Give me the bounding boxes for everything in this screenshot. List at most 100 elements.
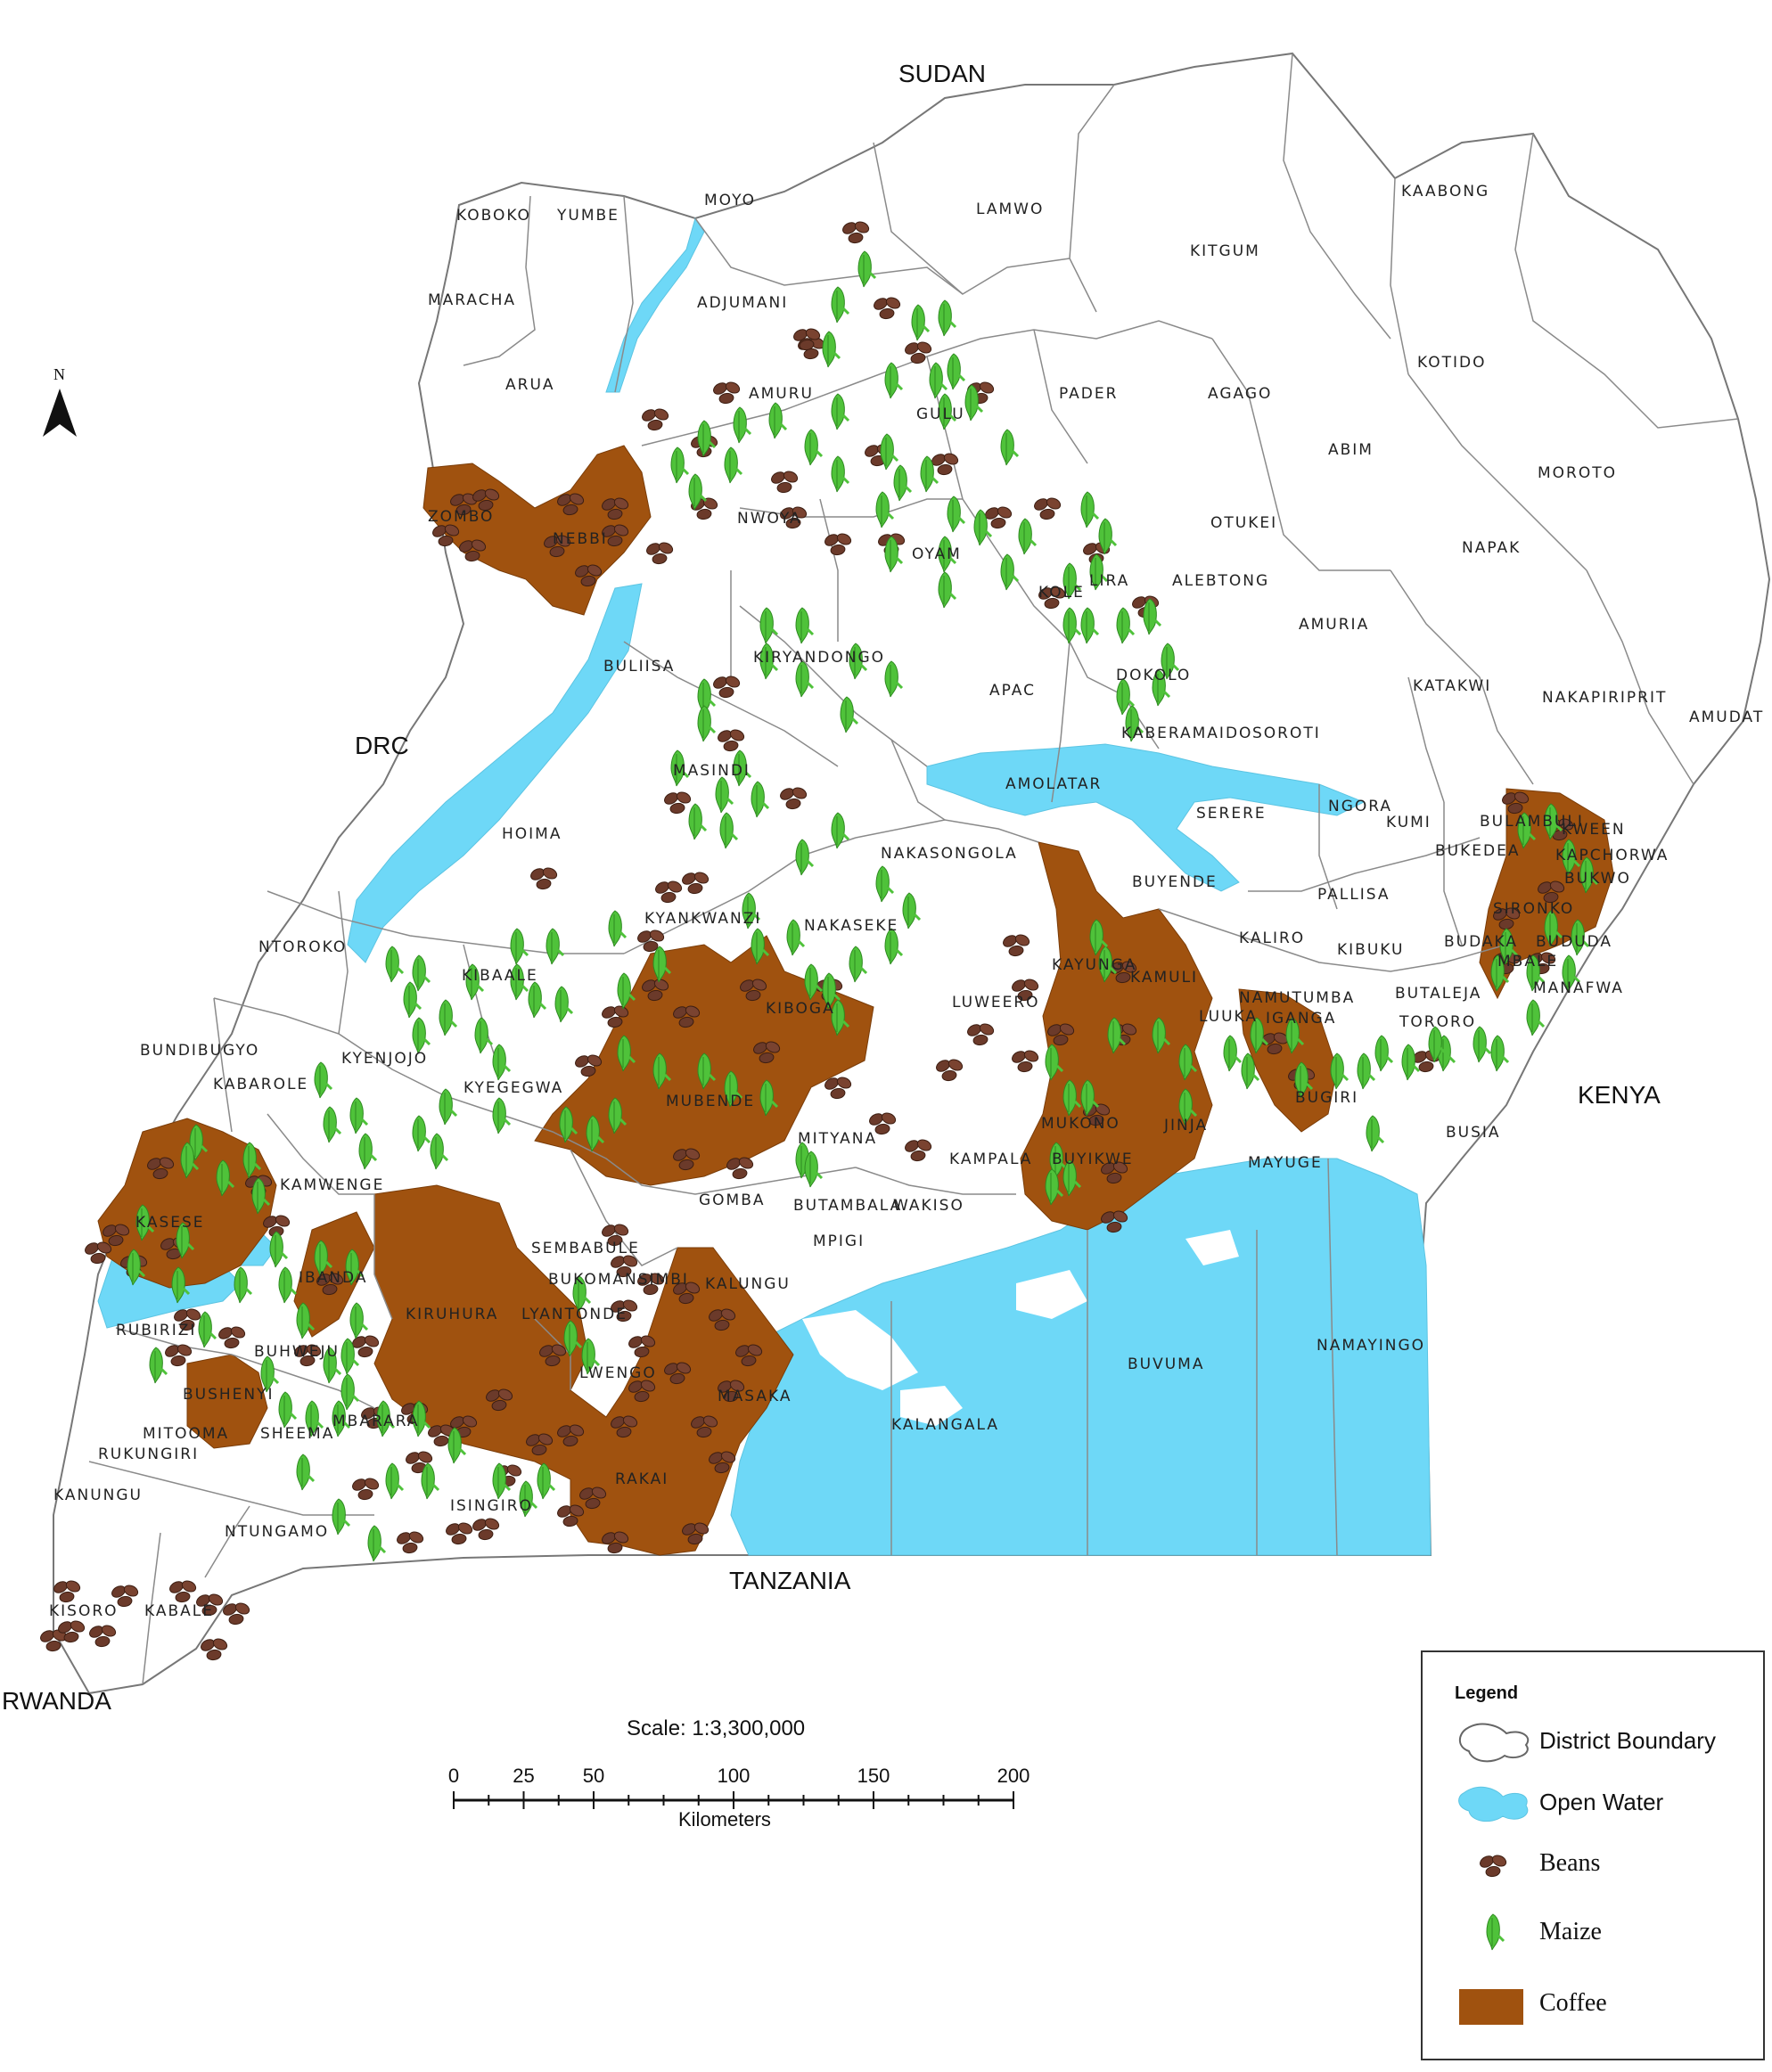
district-label-kalungu: KALUNGU: [705, 1275, 791, 1293]
district-label-otukei: OTUKEI: [1210, 514, 1277, 532]
district-label-rukungiri: RUKUNGIRI: [98, 1445, 199, 1463]
district-label-nakasongola: NAKASONGOLA: [881, 845, 1018, 863]
district-label-kyegegwa: KYEGEGWA: [464, 1079, 563, 1097]
scale-title: Scale: 1:3,300,000: [627, 1716, 805, 1740]
district-label-ibanda: IBANDA: [299, 1269, 367, 1287]
district-label-kisoro: KISORO: [49, 1602, 119, 1620]
scale-tick-label: 0: [448, 1765, 459, 1787]
country-labels: SUDAN DRC KENYA TANZANIA RWANDA: [2, 60, 1661, 1715]
district-label-kaabong: KAABONG: [1401, 183, 1489, 201]
district-label-oyam: OYAM: [912, 545, 962, 563]
district-label-kween: KWEEN: [1562, 821, 1626, 839]
district-label-buyikwe: BUYIKWE: [1052, 1151, 1134, 1168]
district-label-kiryandongo: KIRYANDONGO: [753, 649, 885, 667]
north-arrow: N: [43, 365, 77, 437]
legend-item-maize: Maize: [1539, 1918, 1602, 1945]
district-label-namayingo: NAMAYINGO: [1317, 1337, 1425, 1355]
district-label-pader: PADER: [1059, 385, 1118, 403]
district-label-nwoya: NWOYA: [737, 510, 802, 528]
district-label-nebbi: NEBBI: [553, 530, 608, 548]
district-label-zombo: ZOMBO: [428, 508, 494, 526]
district-label-kalangala: KALANGALA: [891, 1416, 999, 1434]
district-label-sheema: SHEEMA: [260, 1425, 334, 1443]
district-label-amudat: AMUDAT: [1689, 708, 1764, 726]
district-label-kole: KOLE: [1038, 584, 1085, 602]
scale-bar: Scale: 1:3,300,000 0 25 50 100 150 200 Kilome…: [448, 1716, 1030, 1830]
district-label-ntungamo: NTUNGAMO: [225, 1523, 329, 1541]
district-label-lwengo: LWENGO: [579, 1364, 657, 1382]
district-label-pallisa: PALLISA: [1317, 886, 1391, 904]
district-label-kibaale: KIBAALE: [462, 967, 538, 985]
district-label-kayunga: KAYUNGA: [1052, 956, 1137, 974]
coffee-bushenyi: [186, 1354, 268, 1449]
district-label-kyankwanzi: KYANKWANZI: [644, 910, 761, 928]
district-label-mbale: MBALE: [1497, 953, 1558, 970]
district-label-iganga: IGANGA: [1266, 1010, 1336, 1028]
legend-item-open-water: Open Water: [1539, 1789, 1664, 1815]
country-label-drc: DRC: [355, 732, 409, 759]
scale-tick-label: 100: [718, 1765, 751, 1787]
country-label-kenya: KENYA: [1578, 1081, 1661, 1109]
district-label-bududa: BUDUDA: [1536, 933, 1612, 951]
district-label-lyantonde: LYANTONDE: [521, 1306, 628, 1323]
district-label-rakai: RAKAI: [615, 1470, 669, 1488]
district-label-bulambuli: BULAMBULI: [1480, 813, 1584, 831]
district-label-kampala: KAMPALA: [949, 1151, 1032, 1168]
district-label-agago: AGAGO: [1208, 385, 1272, 403]
district-label-buyende: BUYENDE: [1132, 873, 1218, 891]
district-label-mayuge: MAYUGE: [1248, 1154, 1323, 1172]
district-label-maracha: MARACHA: [428, 291, 516, 309]
district-label-kiboga: KIBOGA: [766, 1000, 835, 1018]
district-label-amuria: AMURIA: [1299, 616, 1369, 634]
district-label-arua: ARUA: [505, 376, 555, 394]
scale-tick-label: 25: [513, 1765, 534, 1787]
district-label-luuka: LUUKA: [1199, 1008, 1258, 1026]
country-label-sudan: SUDAN: [898, 60, 986, 87]
coffee-icon: [1459, 1989, 1523, 2025]
country-label-tanzania: TANZANIA: [729, 1567, 851, 1594]
district-label-kasese: KASESE: [135, 1214, 205, 1232]
district-label-apac: APAC: [989, 682, 1036, 700]
district-boundary-icon: [1458, 1723, 1530, 1763]
district-label-butambala: BUTAMBALA: [793, 1197, 902, 1215]
lake-victoria: [730, 1158, 1432, 1556]
district-label-nakaseke: NAKASEKE: [804, 917, 898, 935]
district-label-kotido: KOTIDO: [1417, 354, 1486, 372]
district-label-kaliro: KALIRO: [1239, 930, 1305, 947]
district-label-masindi: MASINDI: [673, 762, 751, 780]
district-label-tororo: TORORO: [1399, 1013, 1476, 1031]
lake-albert: [347, 583, 643, 963]
district-label-lira: LIRA: [1089, 572, 1129, 590]
district-label-kapchorwa: KAPCHORWA: [1555, 847, 1669, 864]
district-label-bukomansimbi: BUKOMANSIMBI: [548, 1271, 689, 1289]
district-label-dokolo: DOKOLO: [1116, 667, 1191, 684]
district-label-buvuma: BUVUMA: [1128, 1355, 1204, 1373]
district-label-kumi: KUMI: [1386, 814, 1432, 831]
district-label-luweero: LUWEERO: [952, 994, 1040, 1011]
district-label-bukwo: BUKWO: [1564, 870, 1631, 888]
district-label-mpigi: MPIGI: [813, 1233, 865, 1250]
district-label-amolatar: AMOLATAR: [1005, 775, 1102, 793]
district-label-busia: BUSIA: [1446, 1124, 1501, 1142]
district-label-soroti: SOROTI: [1252, 725, 1321, 742]
district-label-bugiri: BUGIRI: [1295, 1089, 1358, 1107]
scale-tick-label: 150: [857, 1765, 890, 1787]
district-label-mubende: MUBENDE: [666, 1093, 755, 1110]
district-label-buhweju: BUHWEJU: [254, 1343, 340, 1361]
district-label-sembabule: SEMBABULE: [531, 1240, 640, 1257]
district-label-sironko: SIRONKO: [1493, 900, 1574, 918]
district-label-napak: NAPAK: [1462, 539, 1521, 557]
district-label-bushenyi: BUSHENYI: [183, 1386, 275, 1404]
district-label-kaberamaido: KABERAMAIDO: [1121, 725, 1252, 742]
district-label-budaka: BUDAKA: [1444, 933, 1518, 951]
district-label-amuru: AMURU: [749, 385, 814, 403]
district-label-yumbe: YUMBE: [556, 207, 619, 225]
district-label-bundibugyo: BUNDIBUGYO: [140, 1042, 259, 1060]
scale-tick-label: 50: [583, 1765, 604, 1787]
district-label-jinja: JINJA: [1163, 1117, 1208, 1134]
district-label-manafwa: MANAFWA: [1533, 979, 1624, 997]
islands-layer: [802, 1230, 1239, 1426]
district-label-mitooma: MITOOMA: [143, 1425, 229, 1443]
scale-tick-labels: 0 25 50 100 150 200: [448, 1765, 1030, 1787]
district-label-adjumani: ADJUMANI: [697, 294, 788, 312]
